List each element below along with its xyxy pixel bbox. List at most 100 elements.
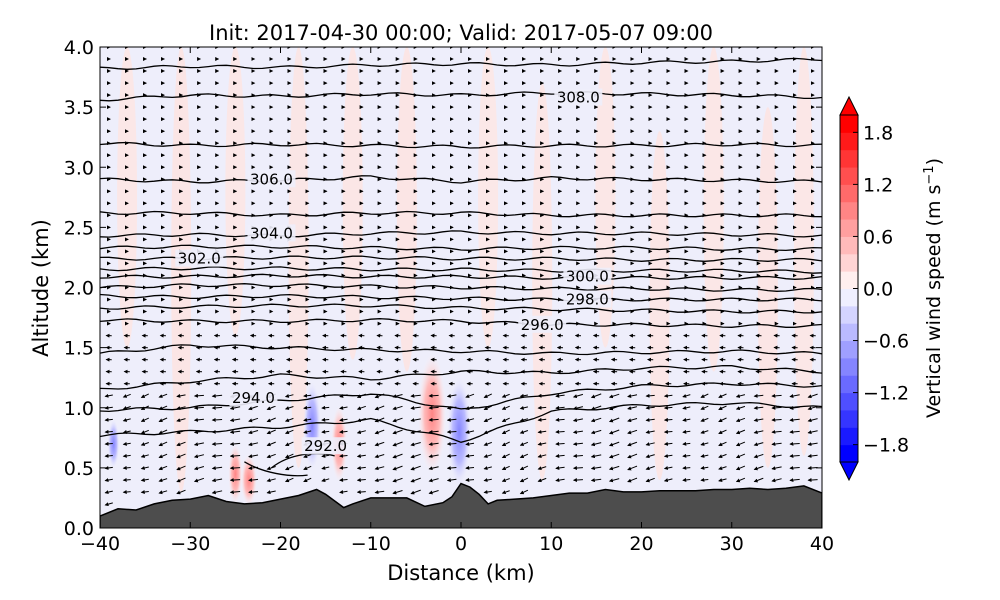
wind-vector: [537, 393, 547, 398]
wind-vector: [682, 405, 691, 410]
wind-vector: [663, 466, 673, 470]
wind-vector: [537, 442, 547, 446]
wind-vector: [392, 417, 403, 423]
wind-vector: [465, 442, 475, 446]
wind-stripe: [757, 107, 778, 468]
wind-vector: [483, 454, 492, 458]
wind-blob: [303, 380, 322, 471]
wind-stripe: [703, 47, 724, 372]
wind-vector: [645, 454, 655, 459]
wind-vector: [176, 393, 186, 398]
wind-vector: [537, 454, 547, 459]
wind-vector: [104, 502, 113, 507]
colorbar-label: Vertical wind speed (m s−1): [922, 158, 945, 418]
wind-vector: [718, 393, 727, 398]
wind-vector: [374, 466, 385, 471]
wind-vector: [104, 405, 113, 410]
y-tick-label: 4.0: [64, 37, 94, 59]
wind-vector: [555, 417, 565, 422]
colorbar-segment: [840, 184, 858, 203]
wind-vector: [284, 441, 294, 447]
wind-vector: [374, 405, 385, 411]
wind-vector: [700, 477, 709, 482]
wind-vector: [158, 417, 168, 423]
wind-vector: [104, 490, 113, 495]
wind-vector: [284, 393, 294, 398]
colorbar-segment: [840, 427, 858, 446]
wind-vector: [645, 417, 655, 422]
wind-vector: [303, 465, 312, 470]
colorbar-segment: [840, 305, 858, 324]
wind-vector: [483, 490, 492, 495]
wind-vector: [410, 430, 421, 435]
contour-label: 302.0: [178, 250, 221, 268]
colorbar-segment: [840, 340, 858, 359]
wind-vector: [608, 478, 620, 483]
wind-vector: [284, 406, 294, 410]
contour-label: 292.0: [304, 437, 347, 455]
wind-vector: [356, 477, 366, 482]
wind-vector: [339, 477, 348, 482]
colorbar-tick-label: 1.8: [863, 122, 893, 144]
wind-vector: [158, 441, 168, 447]
wind-vector: [789, 405, 800, 410]
contour-line: [100, 364, 822, 390]
wind-vector: [645, 465, 655, 471]
wind-vector: [211, 429, 223, 434]
wind-vector: [627, 453, 638, 459]
wind-vector: [193, 454, 205, 459]
wind-vector: [122, 441, 131, 446]
wind-vector: [753, 418, 764, 423]
wind-vector: [501, 453, 510, 459]
plot-area: [100, 47, 836, 528]
colorbar-tick-label: 0.0: [863, 279, 893, 301]
wind-vector: [663, 453, 673, 458]
wind-vector: [465, 430, 475, 434]
wind-vector: [176, 477, 186, 483]
wind-vector: [718, 466, 727, 470]
wind-vector: [537, 429, 547, 434]
wind-vector: [229, 430, 241, 434]
wind-vector: [104, 393, 113, 398]
colorbar-segment: [840, 236, 858, 255]
terrain: [100, 482, 822, 528]
wind-vector: [140, 442, 149, 446]
wind-vector: [645, 405, 655, 410]
y-tick-label: 2.0: [64, 278, 94, 300]
wind-vector: [193, 477, 205, 483]
wind-vector: [229, 490, 241, 495]
colorbar-tick-label: 0.6: [863, 226, 893, 248]
wind-vector: [590, 405, 602, 411]
wind-vector: [789, 417, 800, 422]
wind-vector: [140, 454, 149, 458]
wind-vector: [356, 489, 366, 494]
y-tick-label: 1.5: [64, 338, 94, 360]
colorbar-segment: [840, 392, 858, 411]
wind-vector: [410, 465, 421, 471]
wind-vector: [519, 477, 529, 483]
wind-vector: [771, 429, 782, 434]
colorbar-segment: [840, 253, 858, 272]
wind-vector: [572, 453, 583, 458]
wind-vector: [465, 453, 475, 458]
wind-vector: [753, 405, 764, 410]
colorbar-segment: [840, 288, 858, 307]
wind-vector: [122, 393, 131, 398]
wind-vector: [229, 466, 241, 470]
wind-vector: [176, 441, 186, 447]
wind-vector: [266, 429, 276, 435]
wind-vector: [807, 393, 818, 399]
wind-vector: [663, 417, 673, 422]
wind-vector: [827, 418, 836, 422]
wind-vector: [140, 429, 149, 434]
wind-vector: [122, 477, 131, 482]
wind-vector: [483, 429, 492, 434]
wind-vector: [555, 393, 565, 398]
wind-vector: [356, 393, 366, 399]
wind-vector: [590, 442, 602, 447]
wind-vector: [465, 405, 475, 410]
wind-vector: [627, 406, 638, 411]
wind-vector: [356, 442, 366, 447]
wind-vector: [303, 393, 312, 398]
wind-vector: [555, 466, 565, 470]
